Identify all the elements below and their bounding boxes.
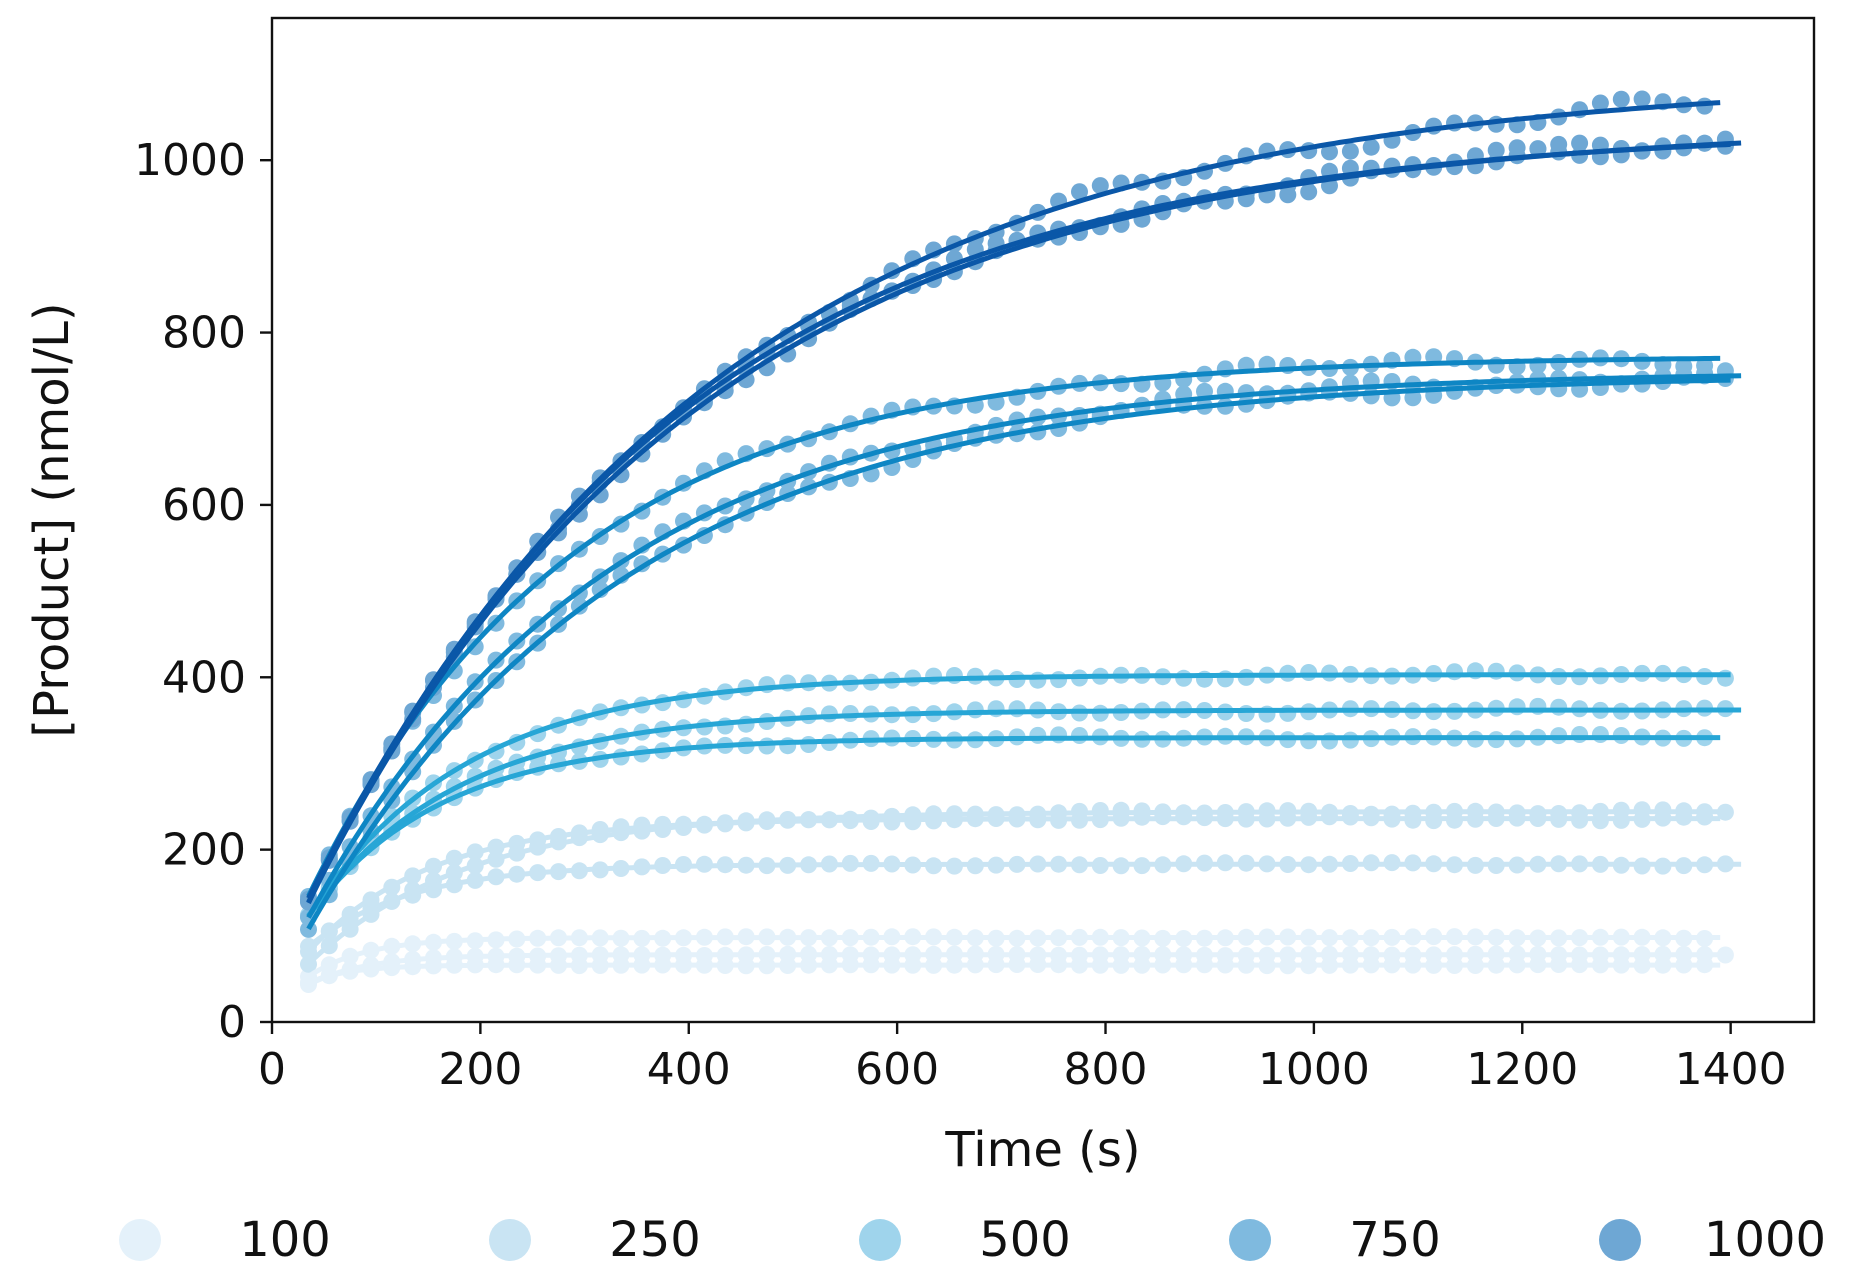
data-point [1071, 183, 1088, 201]
data-point [966, 701, 984, 719]
data-point [1529, 140, 1547, 158]
data-point [925, 667, 943, 685]
fit-line-500-rep-1 [306, 735, 1721, 918]
points-1000-rep-1 [300, 90, 1714, 908]
data-point [779, 737, 797, 755]
fit-line-750-rep-1 [306, 355, 1721, 898]
x-tick-label-600: 600 [855, 1044, 939, 1095]
data-point [612, 466, 630, 484]
y-tick-label-600: 600 [162, 480, 246, 531]
data-point [1029, 726, 1047, 744]
fit-line-1000-rep-3 [306, 141, 1731, 905]
data-points [300, 90, 1734, 993]
x-tick-label-400: 400 [647, 1044, 731, 1095]
y-tick-label-1000: 1000 [134, 135, 246, 186]
fit-line-100-rep-2 [307, 952, 1731, 987]
legend-marker-250 [489, 1219, 531, 1261]
fit-line-500-rep-2 [306, 707, 1742, 918]
legend-item-1000: 1000 [1599, 1212, 1826, 1268]
legend-item-100: 100 [119, 1212, 331, 1268]
fit-line-1000-rep-2 [306, 140, 1742, 904]
y-tick-label-800: 800 [162, 308, 246, 359]
points-1000-rep-3 [300, 134, 1734, 911]
data-point [1362, 138, 1380, 156]
plot-frame [270, 16, 1816, 1024]
data-point [1508, 139, 1526, 157]
fit-line-100-rep-1 [307, 962, 1721, 986]
data-point [1404, 389, 1422, 407]
legend-label-750: 750 [1349, 1212, 1441, 1268]
legend-label-100: 100 [239, 1212, 331, 1268]
fit-line-750-rep-3 [306, 377, 1731, 931]
data-point [1300, 664, 1318, 681]
legend-item-250: 250 [489, 1212, 701, 1268]
legend-marker-750 [1229, 1219, 1271, 1261]
data-point [1591, 726, 1609, 743]
data-point [1300, 183, 1318, 201]
data-point [1612, 90, 1630, 108]
data-point [1341, 142, 1359, 160]
y-tick-label-400: 400 [162, 652, 246, 703]
y-tick-label-0: 0 [218, 997, 246, 1048]
data-point [945, 667, 963, 684]
legend-label-500: 500 [979, 1212, 1071, 1268]
data-point [1321, 143, 1338, 161]
data-point [1446, 663, 1463, 681]
data-point [1175, 669, 1193, 687]
y-tick-label-200: 200 [162, 825, 246, 876]
data-point [1321, 732, 1338, 750]
legend-item-500: 500 [859, 1212, 1071, 1268]
legend-label-250: 250 [609, 1212, 701, 1268]
data-point [1571, 726, 1589, 743]
data-point [1300, 732, 1318, 750]
data-point [1487, 141, 1505, 159]
y-axis: 0 200 400 600 800 1000 [134, 135, 272, 1048]
x-tick-label-0: 0 [258, 1044, 286, 1095]
fit-line-100-rep-3 [307, 935, 1721, 979]
fit-line-750-rep-2 [306, 373, 1742, 919]
data-point [1279, 704, 1297, 722]
legend-marker-1000 [1599, 1219, 1641, 1261]
legend-marker-100 [119, 1219, 161, 1261]
legend-label-1000: 1000 [1704, 1212, 1826, 1268]
data-point [1571, 134, 1589, 152]
points-100-rep-3 [300, 928, 1714, 986]
fit-line-500-rep-3 [306, 672, 1731, 918]
y-axis-title: [Product] (nmol/L) [24, 302, 80, 737]
fit-curves [306, 100, 1742, 987]
data-point [1550, 698, 1568, 716]
data-point [1633, 90, 1651, 108]
data-point [1050, 671, 1068, 689]
fit-line-250-rep-1 [306, 861, 1742, 949]
x-tick-label-200: 200 [438, 1044, 522, 1095]
data-point [1091, 177, 1109, 195]
x-tick-label-1200: 1200 [1466, 1044, 1578, 1095]
x-axis: 0 200 400 600 800 1000 1200 1400 [258, 1022, 1787, 1095]
x-tick-label-1000: 1000 [1258, 1044, 1370, 1095]
data-point [1591, 94, 1609, 112]
x-axis-title: Time (s) [944, 1122, 1140, 1178]
x-tick-label-1400: 1400 [1675, 1044, 1787, 1095]
data-point [1050, 726, 1068, 744]
fit-line-250-rep-3 [306, 809, 1731, 966]
legend-marker-500 [859, 1219, 901, 1261]
fit-line-250-rep-2 [306, 816, 1721, 954]
data-point [1508, 698, 1526, 716]
legend: 100 250 500 750 1000 [119, 1212, 1826, 1268]
data-point [1237, 705, 1255, 722]
x-tick-label-800: 800 [1064, 1044, 1148, 1095]
data-point [1071, 727, 1088, 744]
data-point [1008, 700, 1026, 718]
legend-item-750: 750 [1229, 1212, 1441, 1268]
data-point [1029, 671, 1047, 689]
